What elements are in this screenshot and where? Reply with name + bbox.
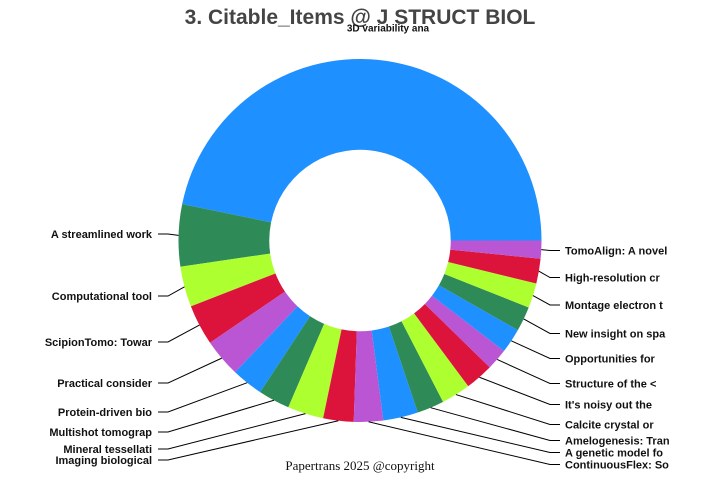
slice-label: Protein-driven bio <box>58 407 152 419</box>
slice-label: Mineral tessellati <box>63 444 152 456</box>
slice-label: ScipionTomo: Towar <box>45 337 153 349</box>
leader-line <box>479 376 560 405</box>
leader-line <box>158 357 222 384</box>
slice-label: Calcite crystal or <box>565 420 654 432</box>
leader-line <box>368 421 560 465</box>
leader-line <box>158 399 275 433</box>
leader-line <box>430 407 560 441</box>
leader-line <box>541 249 560 251</box>
leader-line <box>538 270 560 278</box>
slice-labels: 3D variability ana A streamlined work Comp… <box>45 24 670 472</box>
pie-slice <box>323 329 357 422</box>
pie-slice <box>288 323 342 419</box>
pie-slice <box>178 204 272 267</box>
pie-slice <box>182 58 542 241</box>
pie-slice <box>450 240 542 259</box>
pie-slice <box>414 303 490 387</box>
slice-label: It's noisy out the <box>565 400 652 412</box>
pie-slice <box>210 291 298 373</box>
slice-label: Opportunities for <box>565 354 656 366</box>
slice-label: New insight on spa <box>565 329 666 341</box>
pie-slice <box>424 295 504 368</box>
slice-label: Imaging biological <box>55 455 152 467</box>
leader-line <box>511 340 560 359</box>
slice-label: A streamlined work <box>51 229 153 241</box>
slice-label: Amelogenesis: Tran <box>565 436 670 448</box>
pie-slice <box>235 306 311 393</box>
pie-slice <box>260 316 325 408</box>
slice-label: Montage electron t <box>565 300 663 312</box>
slice-label: Multishot tomograp <box>49 427 152 439</box>
slice-label: High-resolution cr <box>565 273 660 285</box>
chart-title: 3. Citable_Items @ J STRUCT BIOL <box>184 6 536 29</box>
leader-line <box>158 420 339 461</box>
copyright-footer: Papertrans 2025 @copyright <box>285 458 435 473</box>
slice-label: TomoAlign: A novel <box>565 246 667 258</box>
slice-label: A genetic model fo <box>565 448 663 460</box>
leader-line <box>158 233 179 236</box>
pie-slice <box>353 330 384 422</box>
slice-label: Practical consider <box>57 378 152 390</box>
leader-line <box>455 394 560 425</box>
pie-slice <box>444 262 537 308</box>
pie-slice <box>448 249 541 284</box>
pie-slice <box>180 253 276 307</box>
leader-line <box>158 382 248 413</box>
pie-slice <box>431 285 518 352</box>
leader-line <box>400 416 560 453</box>
pie-slice <box>438 273 529 331</box>
slice-label: ContinuousFlex: So <box>565 460 669 472</box>
leader-line <box>496 358 560 384</box>
donut-slices <box>178 58 542 422</box>
leader-line <box>523 318 560 334</box>
pie-slice <box>388 321 444 413</box>
slice-label: 3D variability ana <box>347 24 430 35</box>
pie-slice <box>190 273 286 343</box>
leader-line <box>158 324 200 343</box>
leader-lines <box>158 233 560 465</box>
leader-line <box>158 286 185 297</box>
leader-line <box>158 413 306 450</box>
pie-slice <box>401 313 469 402</box>
pie-slice <box>371 326 418 421</box>
slice-label: Structure of the < <box>565 379 656 391</box>
leader-line <box>532 295 560 306</box>
slice-label: Computational tool <box>52 291 152 303</box>
